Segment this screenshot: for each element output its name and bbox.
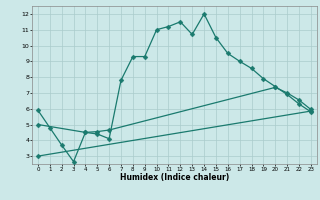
X-axis label: Humidex (Indice chaleur): Humidex (Indice chaleur) xyxy=(120,173,229,182)
